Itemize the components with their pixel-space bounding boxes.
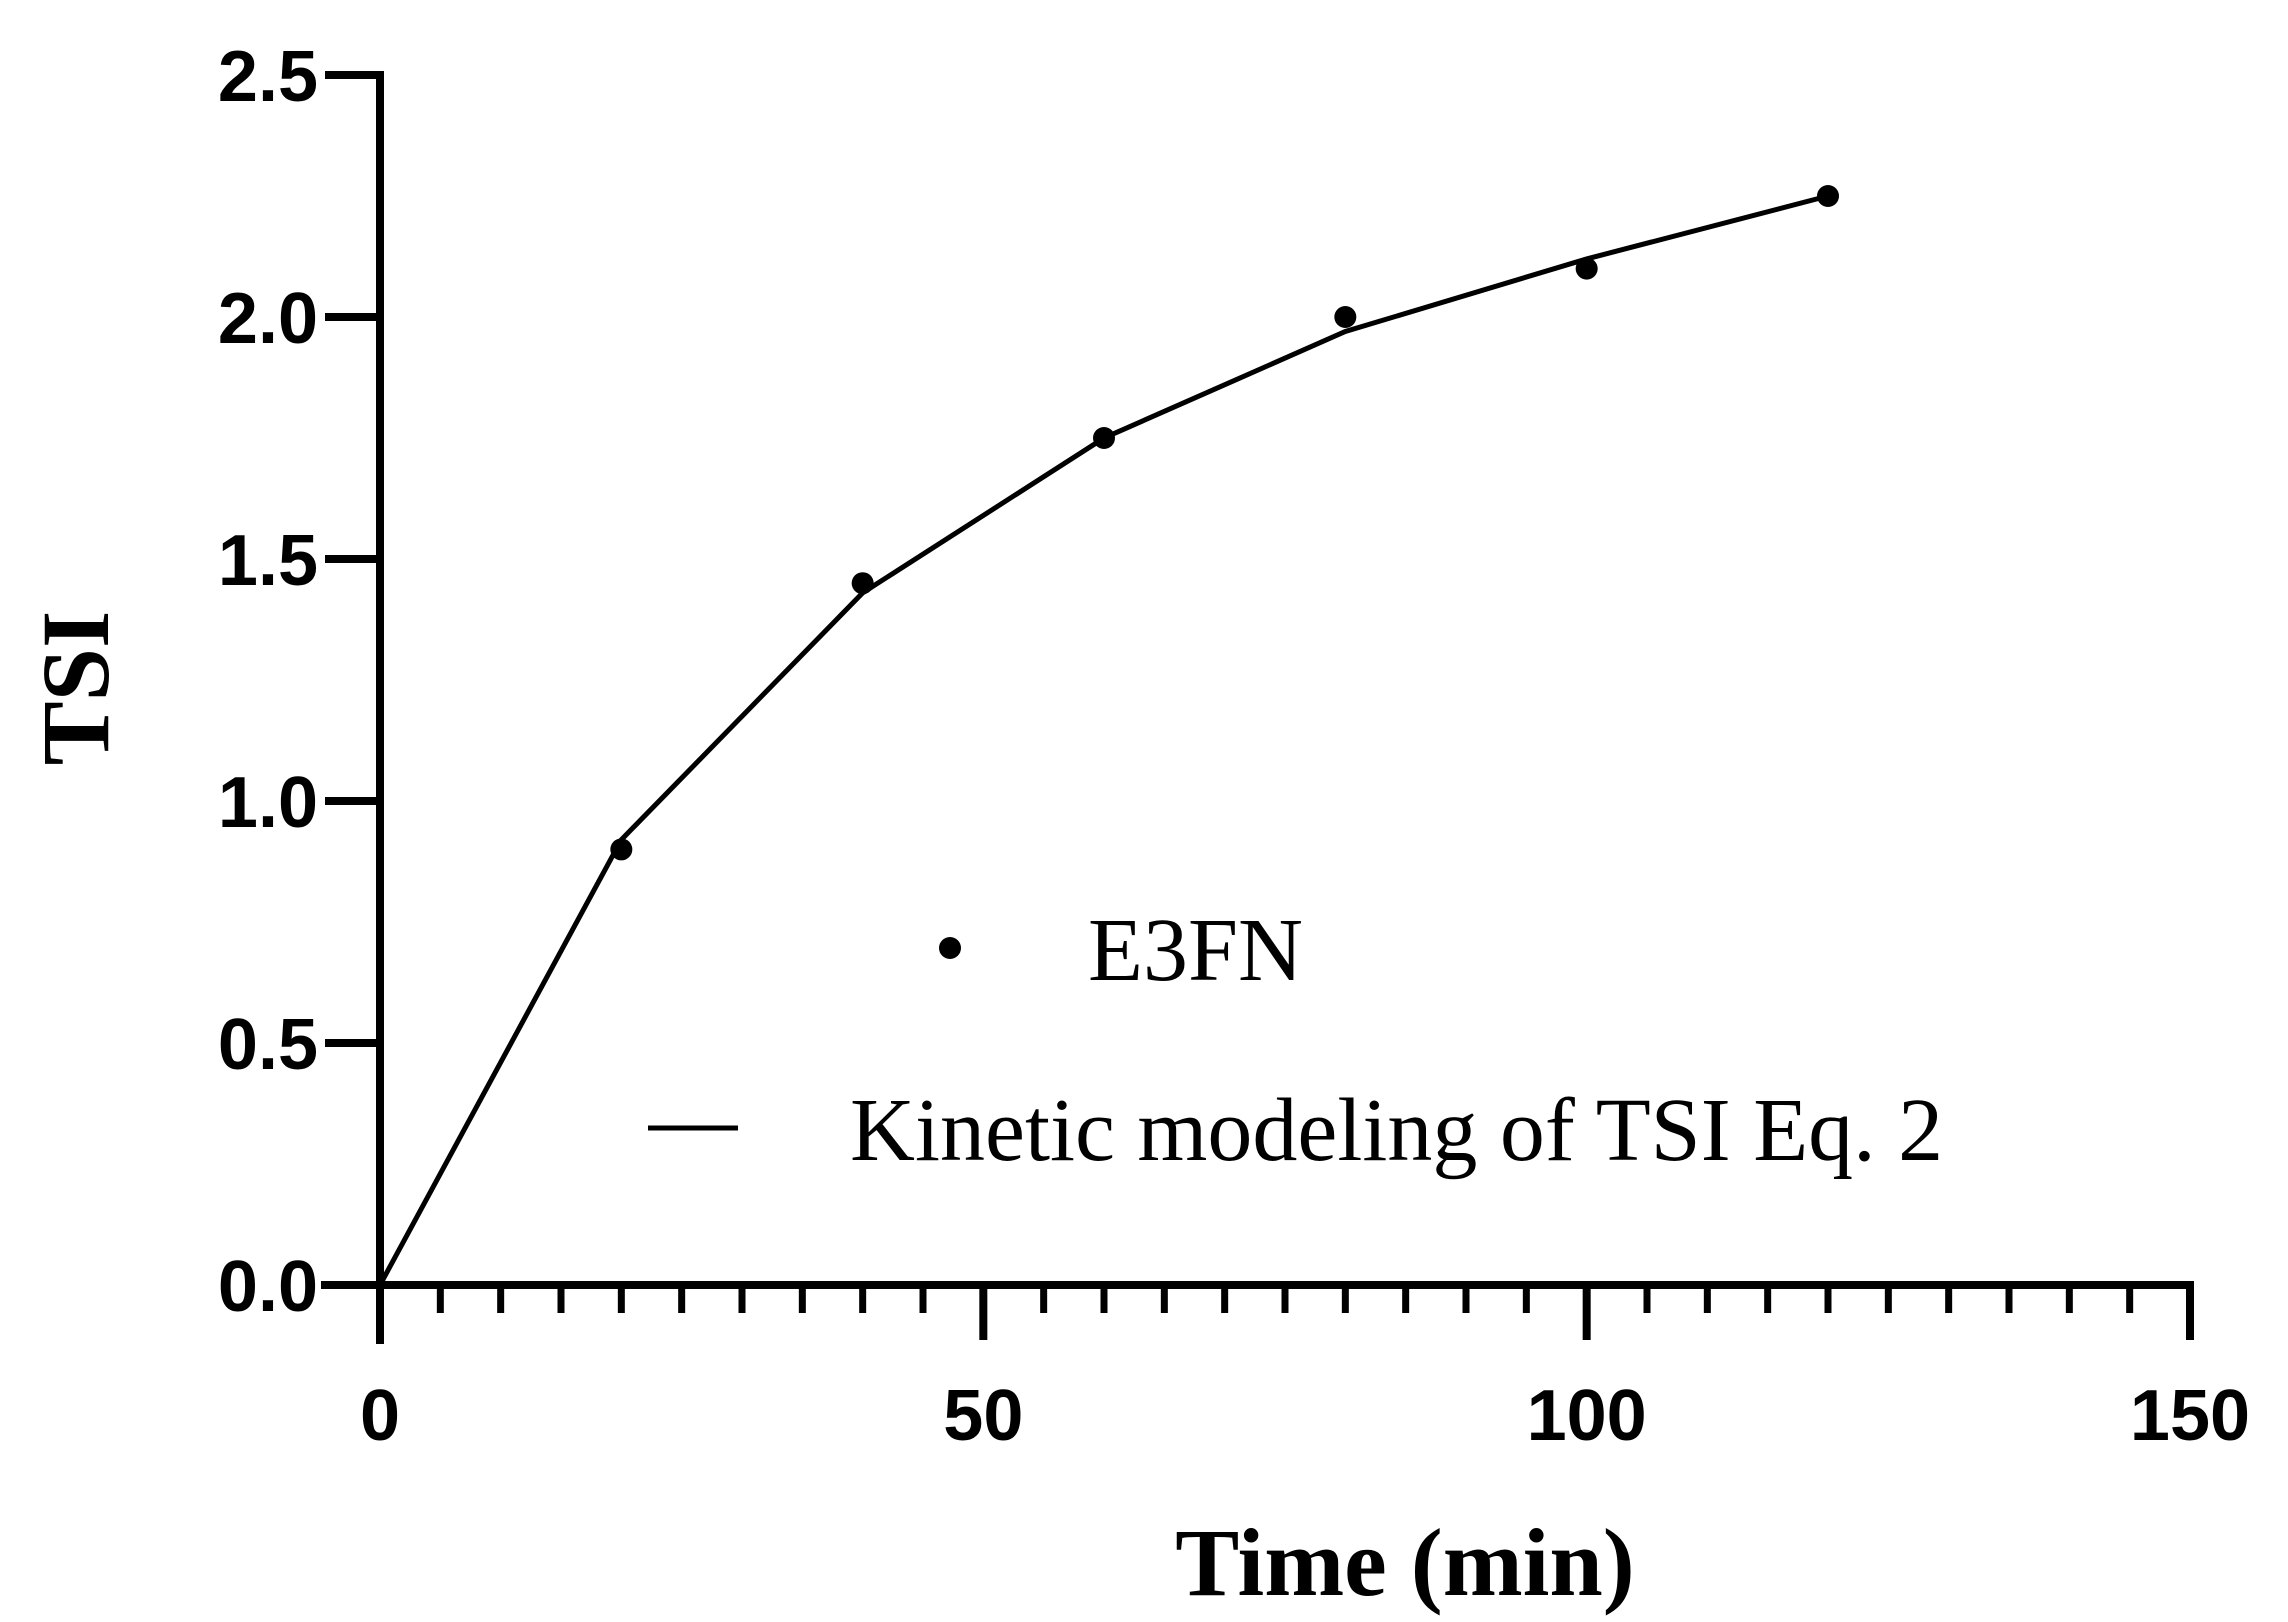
y-ticks: 0.0 0.5 1.0 1.5 2.0 2.5 — [218, 37, 380, 1327]
y-tick-label: 1.0 — [218, 763, 318, 843]
x-ticks: 0 50 100 150 — [360, 1285, 2250, 1456]
legend-label-kinetic-model: Kinetic modeling of TSI Eq. 2 — [850, 1081, 1943, 1180]
data-point-e3fn — [851, 572, 874, 595]
x-tick-label: 50 — [943, 1376, 1023, 1456]
legend-marker-e3fn — [939, 937, 961, 959]
x-axis-title: Time (min) — [1175, 1509, 1635, 1616]
x-tick-label: 100 — [1527, 1376, 1647, 1456]
x-tick-label: 150 — [2130, 1376, 2250, 1456]
legend: E3FN Kinetic modeling of TSI Eq. 2 — [648, 901, 1943, 1180]
x-tick-label: 0 — [360, 1376, 400, 1456]
y-axis-title: TSI — [22, 611, 129, 766]
y-tick-label: 1.5 — [218, 521, 318, 601]
y-tick-label: 2.0 — [218, 279, 318, 359]
data-point-e3fn — [1575, 257, 1598, 280]
y-tick-label: 0.0 — [218, 1247, 318, 1327]
data-point-e3fn — [610, 838, 633, 861]
plot-area — [377, 185, 1839, 1287]
data-point-e3fn — [1334, 306, 1357, 328]
data-point-e3fn — [1093, 427, 1115, 449]
y-tick-label: 0.5 — [218, 1005, 318, 1085]
axes — [321, 71, 2194, 1344]
data-point-e3fn — [1817, 185, 1839, 207]
legend-label-e3fn: E3FN — [1088, 901, 1303, 1000]
y-tick-label: 2.5 — [218, 37, 318, 117]
